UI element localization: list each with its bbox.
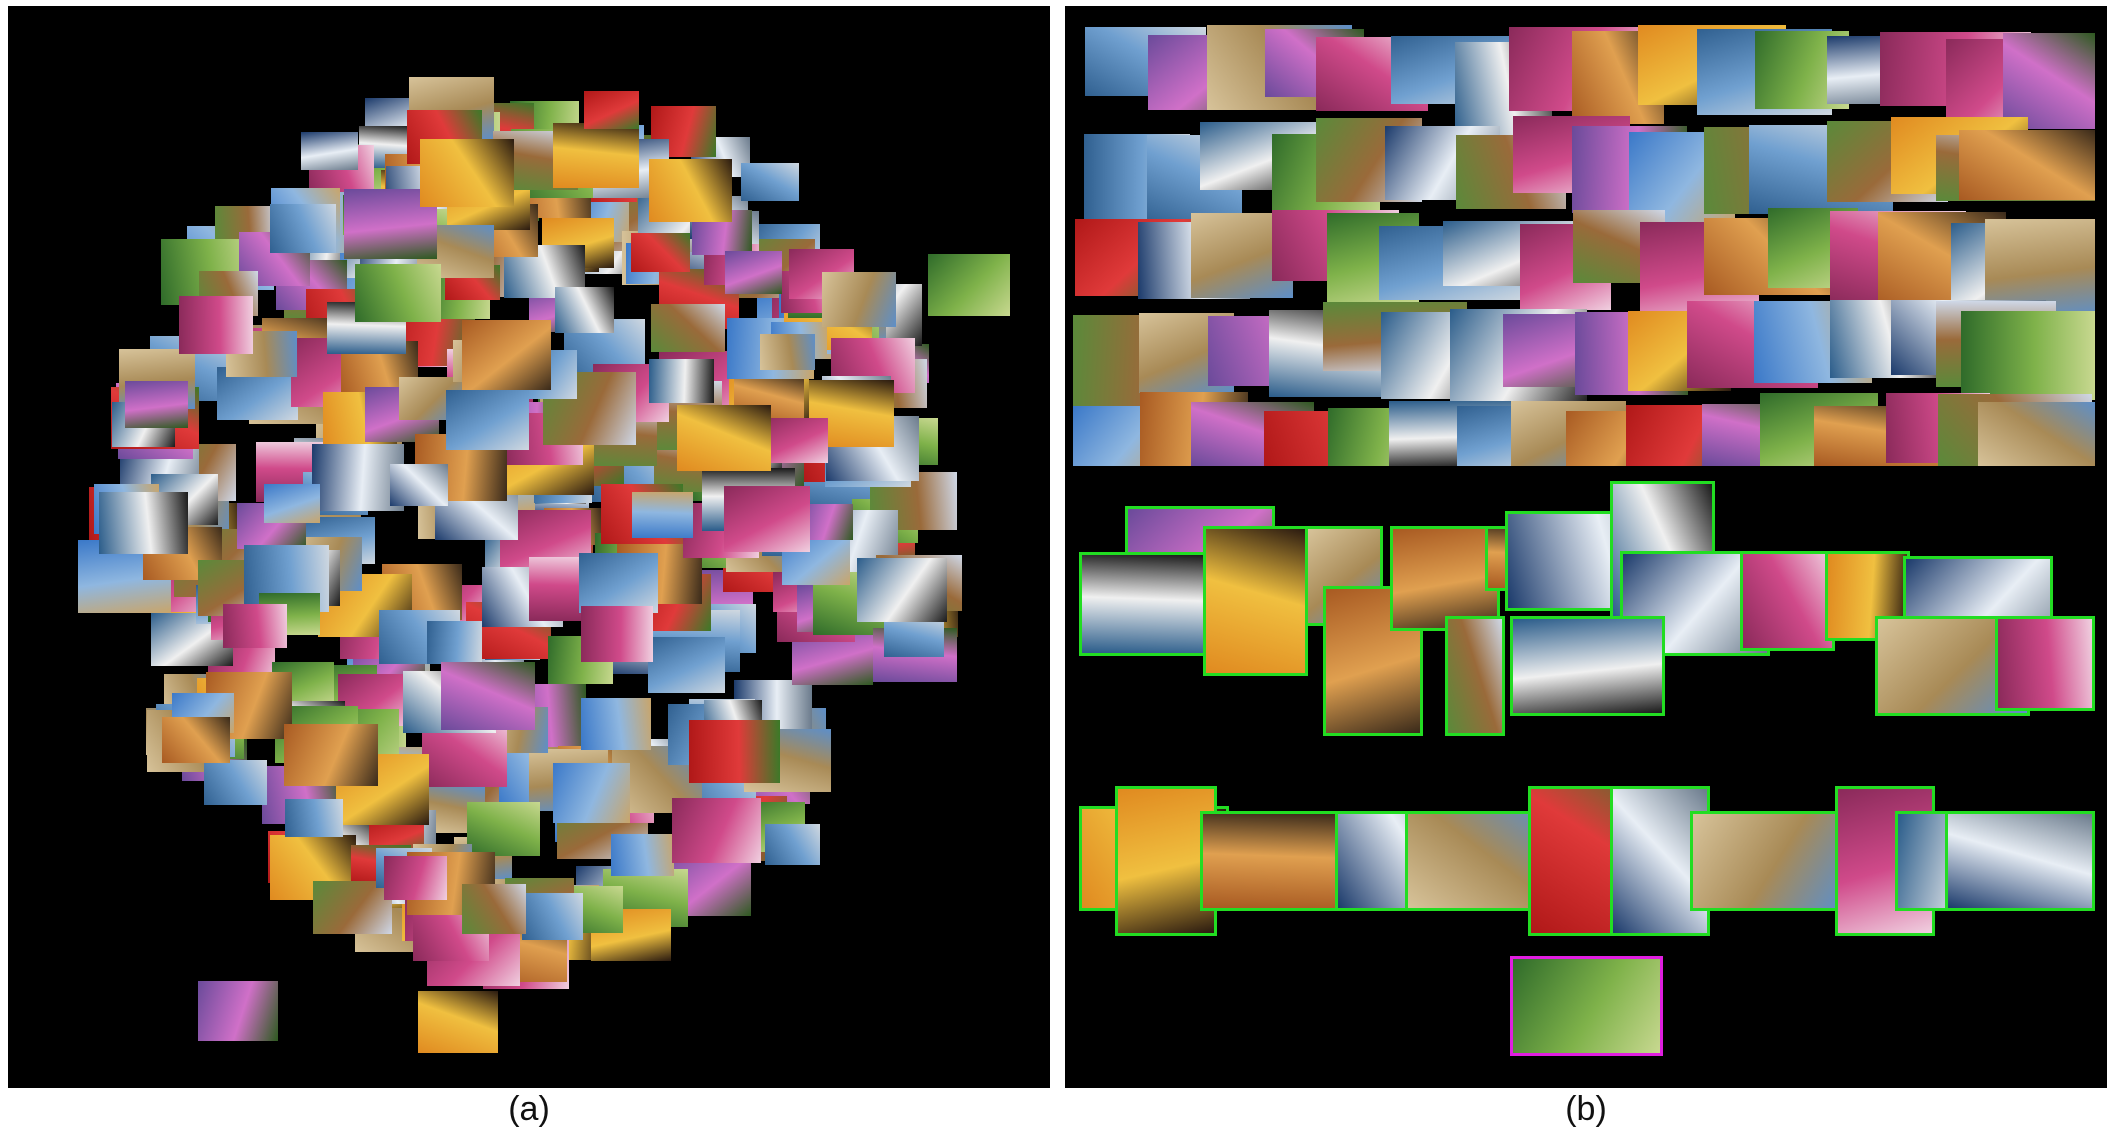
photo-thumbnail (462, 320, 551, 390)
photo-thumbnail (581, 606, 653, 662)
selected-photo-thumbnail (1203, 526, 1308, 676)
selected-photo-thumbnail (1510, 616, 1665, 716)
photo-thumbnail (648, 637, 725, 693)
photo-thumbnail (611, 834, 674, 876)
photo-thumbnail (649, 159, 732, 222)
photo-thumbnail (462, 884, 526, 934)
photo-thumbnail (1959, 130, 2095, 200)
photo-thumbnail (264, 484, 320, 523)
photo-thumbnail (725, 251, 782, 294)
photo-thumbnail (418, 991, 498, 1053)
photo-thumbnail (632, 492, 693, 538)
photo-thumbnail (125, 381, 188, 428)
selected-photo-thumbnail (1995, 616, 2095, 711)
photo-thumbnail (579, 553, 658, 613)
collage-panel-b (1065, 6, 2107, 1088)
photo-thumbnail (553, 123, 639, 188)
photo-thumbnail (420, 139, 514, 207)
photo-thumbnail (223, 604, 287, 648)
photo-thumbnail (765, 824, 820, 865)
photo-thumbnail (522, 893, 583, 940)
photo-thumbnail (285, 799, 343, 837)
photo-thumbnail (355, 264, 441, 322)
selected-photo-thumbnail (1740, 551, 1835, 651)
photo-thumbnail (301, 132, 358, 170)
photo-thumbnail (390, 464, 448, 506)
photo-thumbnail (857, 558, 947, 622)
collage-panel-a (8, 6, 1050, 1088)
photo-thumbnail (284, 724, 378, 786)
photo-thumbnail (584, 91, 639, 129)
selected-photo-thumbnail (1945, 811, 2095, 911)
photo-thumbnail (672, 798, 761, 863)
photo-thumbnail (928, 254, 1010, 316)
photo-thumbnail (441, 662, 535, 730)
photo-thumbnail (270, 204, 336, 253)
photo-thumbnail (384, 856, 447, 900)
photo-thumbnail (651, 304, 725, 352)
photo-thumbnail (446, 390, 529, 450)
caption-b: (b) (1065, 1090, 2107, 1129)
selected-photo-thumbnail (1200, 811, 1355, 911)
photo-thumbnail (1978, 402, 2095, 466)
photo-thumbnail (555, 287, 614, 333)
photo-thumbnail (581, 698, 651, 750)
photo-thumbnail (760, 334, 815, 370)
photo-thumbnail (724, 486, 810, 552)
photo-thumbnail (467, 802, 540, 856)
photo-thumbnail (99, 492, 188, 554)
photo-thumbnail (884, 617, 944, 657)
photo-thumbnail (553, 763, 630, 823)
focused-photo-thumbnail (1510, 956, 1663, 1056)
selected-photo-thumbnail (1690, 811, 1845, 911)
photo-thumbnail (179, 296, 253, 354)
photo-thumbnail (822, 272, 896, 327)
photo-thumbnail (741, 163, 799, 201)
photo-thumbnail (2003, 33, 2095, 129)
photo-thumbnail (631, 233, 690, 272)
photo-thumbnail (689, 720, 780, 783)
photo-thumbnail (427, 621, 482, 664)
photo-thumbnail (677, 405, 771, 471)
photo-thumbnail (204, 760, 267, 805)
photo-thumbnail (1961, 311, 2095, 400)
photo-thumbnail (162, 717, 230, 763)
caption-a: (a) (8, 1090, 1050, 1129)
photo-thumbnail (649, 359, 714, 403)
selected-photo-thumbnail (1445, 616, 1505, 736)
photo-thumbnail (198, 981, 278, 1041)
photo-thumbnail (313, 881, 392, 934)
selected-photo-thumbnail (1079, 552, 1209, 656)
